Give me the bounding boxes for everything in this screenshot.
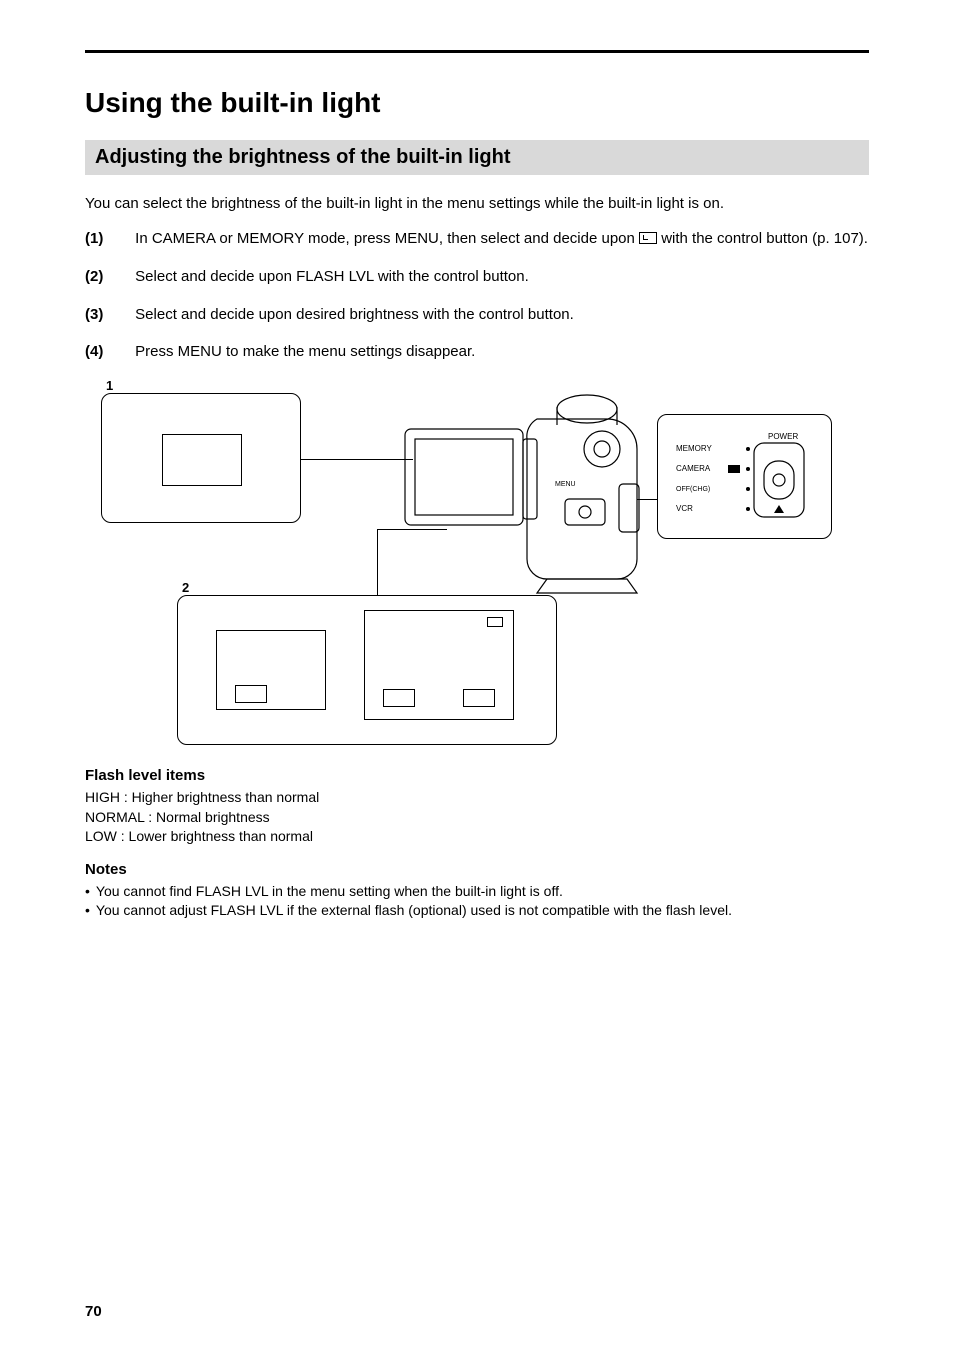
label-vcr: VCR (676, 504, 693, 513)
items-heading: Flash level items (85, 767, 869, 784)
step-number: (3) (85, 304, 131, 326)
label-off: OFF(CHG) (676, 486, 710, 493)
item-low: LOW : Lower brightness than normal (85, 827, 869, 847)
flash-level-items: Flash level items HIGH : Higher brightne… (85, 767, 869, 847)
callout-label: 2 (182, 580, 189, 596)
camera-settings-icon (639, 232, 657, 244)
callout-screen-1: 1 (101, 393, 301, 523)
notes: Notes You cannot find FLASH LVL in the m… (85, 861, 869, 921)
step-4: (4) Press MENU to make the menu settings… (85, 341, 869, 363)
step-3: (3) Select and decide upon desired brigh… (85, 304, 869, 326)
leader-line (377, 529, 447, 530)
step-text: Press MENU to make the menu settings dis… (135, 343, 475, 360)
highlight-box (235, 685, 267, 703)
callout-power-switch: MEMORY CAMERA OFF(CHG) VCR POWER (657, 414, 832, 539)
notes-heading: Notes (85, 861, 869, 878)
horizontal-rule (85, 50, 869, 53)
screen-panel-b (364, 610, 514, 720)
step-number: (4) (85, 341, 131, 363)
diagram: 1 (97, 379, 857, 749)
step-text: Select and decide upon desired brightnes… (135, 306, 574, 323)
screen-rect (162, 434, 242, 486)
callout-label: 1 (106, 378, 113, 394)
step-text-post: with the control button (p. 107). (661, 230, 868, 247)
screen-panel-a (216, 630, 326, 710)
leader-line (377, 529, 378, 595)
page-title: Using the built-in light (85, 85, 869, 120)
item-high: HIGH : Higher brightness than normal (85, 788, 869, 808)
section-heading: Adjusting the brightness of the built-in… (85, 140, 869, 175)
highlight-box (463, 689, 495, 707)
label-power: POWER (768, 432, 798, 441)
menu-button-label: MENU (555, 481, 576, 488)
icon-box (487, 617, 503, 627)
page-number: 70 (85, 1303, 102, 1320)
step-text: Select and decide upon FLASH LVL with th… (135, 268, 529, 285)
leader-line (637, 499, 659, 500)
note-item: You cannot find FLASH LVL in the menu se… (85, 882, 869, 902)
callout-screen-2: 2 (177, 595, 557, 745)
highlight-box (383, 689, 415, 707)
note-item: You cannot adjust FLASH LVL if the exter… (85, 901, 869, 921)
step-text-pre: In CAMERA or MEMORY mode, press MENU, th… (135, 230, 639, 247)
item-normal: NORMAL : Normal brightness (85, 808, 869, 828)
step-1: (1) In CAMERA or MEMORY mode, press MENU… (85, 228, 869, 250)
step-2: (2) Select and decide upon FLASH LVL wit… (85, 266, 869, 288)
intro-text: You can select the brightness of the bui… (85, 193, 869, 214)
step-number: (2) (85, 266, 131, 288)
label-camera: CAMERA (676, 464, 711, 473)
step-number: (1) (85, 228, 131, 250)
label-memory: MEMORY (676, 444, 713, 453)
